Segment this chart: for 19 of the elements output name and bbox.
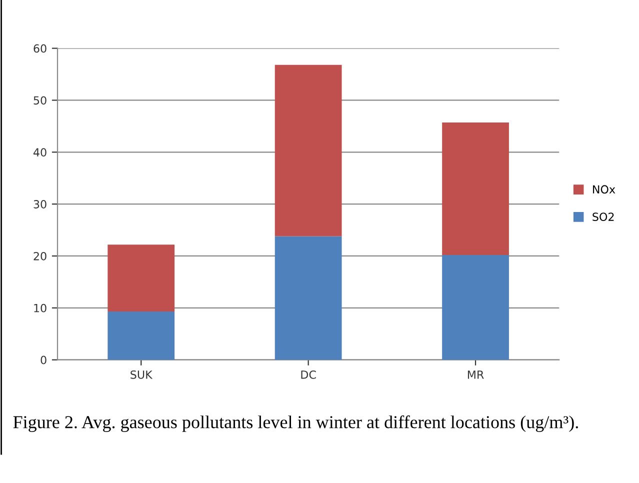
x-tick-label: MR (468, 370, 484, 379)
y-tick-label: 40 (34, 148, 46, 157)
legend-label: SO2 (592, 212, 614, 221)
bar (274, 236, 342, 360)
bar (442, 254, 509, 360)
caption: Figure 2. Avg. gaseous pollutants level in winter at different locations (ug/m³). (13, 415, 578, 432)
bar (274, 64, 342, 236)
bar (108, 312, 175, 360)
bar (442, 122, 509, 255)
y-tick-label: 10 (34, 304, 46, 312)
y-tick-label: 60 (34, 44, 46, 53)
x-tick-label: SUK (130, 370, 153, 379)
y-tick-label: 50 (34, 96, 46, 105)
y-tick-label: 20 (34, 252, 46, 260)
bar (108, 244, 175, 312)
y-tick-label: 30 (34, 200, 46, 208)
legend-label: NOx (593, 185, 616, 194)
x-tick-label: DC (301, 370, 316, 379)
y-tick-label: 0 (40, 356, 46, 364)
